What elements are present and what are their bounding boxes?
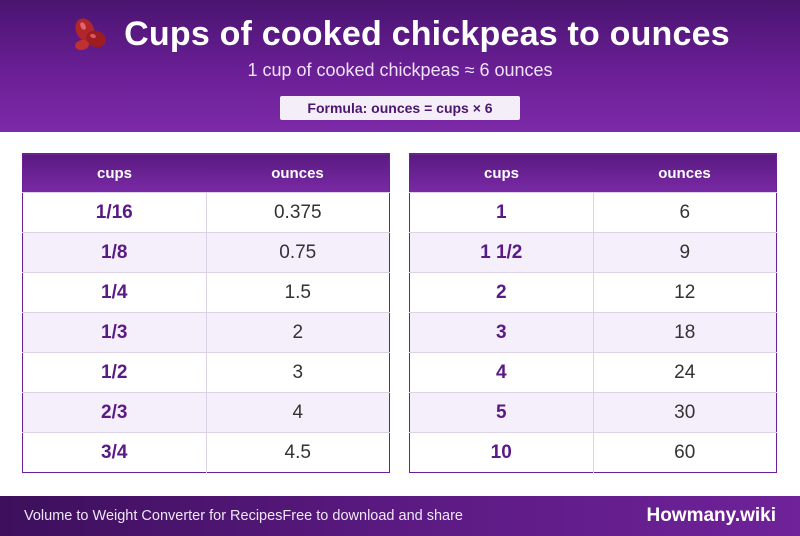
ounces-cell: 60 xyxy=(593,432,777,473)
footer-tagline: Volume to Weight Converter for RecipesFr… xyxy=(24,508,464,524)
table-row: 10 60 xyxy=(409,432,777,473)
page-title: Cups of cooked chickpeas to ounces xyxy=(124,14,730,53)
cups-cell: 1/2 xyxy=(22,352,207,393)
table-row: 3/4 4.5 xyxy=(22,432,390,473)
header-banner: Cups of cooked chickpeas to ounces 1 cup… xyxy=(0,0,800,132)
conversion-tables: cups ounces 1/16 0.375 1/8 0.75 1/4 1.5 … xyxy=(22,153,778,474)
cups-cell: 5 xyxy=(409,392,594,433)
table-row: 1/16 0.375 xyxy=(22,192,390,233)
column-header-cups: cups xyxy=(22,153,206,193)
table-row: 5 30 xyxy=(409,392,777,433)
table-row: 1/3 2 xyxy=(22,312,390,353)
ounces-cell: 24 xyxy=(593,352,777,393)
ounces-cell: 6 xyxy=(593,192,777,233)
ounces-cell: 1.5 xyxy=(206,272,390,313)
column-header-ounces: ounces xyxy=(206,153,390,193)
cups-cell: 3/4 xyxy=(22,432,207,473)
table-header-row: cups ounces xyxy=(22,153,390,193)
ounces-cell: 30 xyxy=(593,392,777,433)
column-header-cups: cups xyxy=(409,153,593,193)
formula-badge: Formula: ounces = cups × 6 xyxy=(280,96,520,120)
cups-cell: 1/16 xyxy=(22,192,207,233)
brand-link[interactable]: Howmany.wiki xyxy=(646,505,776,526)
ounces-cell: 4.5 xyxy=(206,432,390,473)
table-row: 1/8 0.75 xyxy=(22,232,390,273)
cups-cell: 1/8 xyxy=(22,232,207,273)
table-row: 1 1/2 9 xyxy=(409,232,777,273)
beans-icon xyxy=(75,18,106,51)
ounces-cell: 4 xyxy=(206,392,390,433)
cups-cell: 1/3 xyxy=(22,312,207,353)
cups-cell: 10 xyxy=(409,432,594,473)
table-row: 4 24 xyxy=(409,352,777,393)
cups-cell: 3 xyxy=(409,312,594,353)
footer-bar: Volume to Weight Converter for RecipesFr… xyxy=(0,496,800,536)
ounces-cell: 2 xyxy=(206,312,390,353)
ounces-cell: 3 xyxy=(206,352,390,393)
cups-cell: 1 1/2 xyxy=(409,232,594,273)
conversion-table-left: cups ounces 1/16 0.375 1/8 0.75 1/4 1.5 … xyxy=(22,153,390,473)
ounces-cell: 0.375 xyxy=(206,192,390,233)
cups-cell: 1 xyxy=(409,192,594,233)
subtitle: 1 cup of cooked chickpeas ≈ 6 ounces xyxy=(247,60,553,80)
cups-cell: 2/3 xyxy=(22,392,207,433)
table-row: 1/4 1.5 xyxy=(22,272,390,313)
title-row: Cups of cooked chickpeas to ounces xyxy=(0,14,800,54)
table-row: 2/3 4 xyxy=(22,392,390,433)
column-header-ounces: ounces xyxy=(593,153,777,193)
ounces-cell: 9 xyxy=(593,232,777,273)
ounces-cell: 0.75 xyxy=(206,232,390,273)
cups-cell: 4 xyxy=(409,352,594,393)
table-header-row: cups ounces xyxy=(409,153,777,193)
table-row: 1 6 xyxy=(409,192,777,233)
table-row: 3 18 xyxy=(409,312,777,353)
cups-cell: 1/4 xyxy=(22,272,207,313)
table-row: 1/2 3 xyxy=(22,352,390,393)
cups-cell: 2 xyxy=(409,272,594,313)
ounces-cell: 18 xyxy=(593,312,777,353)
table-row: 2 12 xyxy=(409,272,777,313)
conversion-table-right: cups ounces 1 6 1 1/2 9 2 12 3 18 4 xyxy=(409,153,777,473)
ounces-cell: 12 xyxy=(593,272,777,313)
